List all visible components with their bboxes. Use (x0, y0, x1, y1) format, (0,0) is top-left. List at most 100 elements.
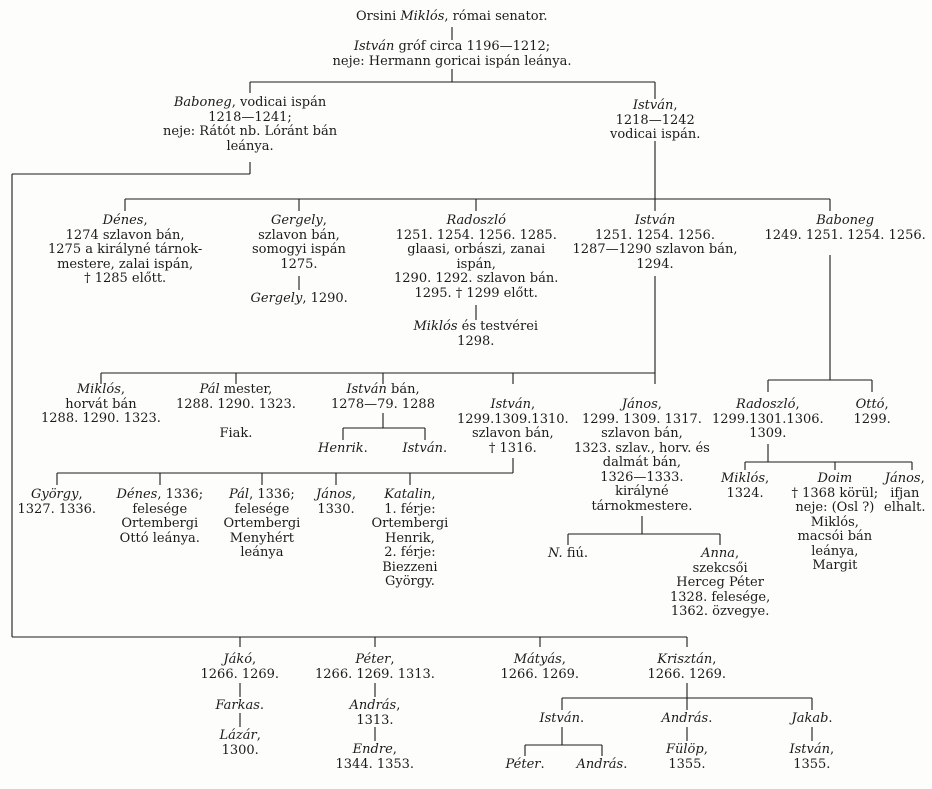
person-line: 1218—1242 (615, 112, 695, 128)
person-line: András. (576, 757, 628, 772)
person-denes-1336: Dénes, 1336; felesége Ortembergi Ottó leány… (116, 487, 204, 546)
person-line: felesége (234, 501, 290, 517)
person-line: Pál, 1336; (229, 487, 295, 502)
person-radoszlo-1299: Radoszló, 1299.1301.1306. 1309. (712, 397, 824, 442)
person-farkas: Farkas. (215, 698, 265, 714)
person-henrik: Henrik. (318, 441, 368, 457)
person-endre: Endre, 1344. 1353. (335, 742, 415, 772)
person-line: 1251. 1254. 1256. 1285. (395, 227, 557, 243)
person-line: János, (621, 397, 662, 412)
person-peter-grandson: Péter. (506, 757, 545, 773)
person-line: ispán, (456, 256, 496, 272)
person-line: Doim (817, 471, 853, 486)
person-andras-krisztan: András. (661, 711, 713, 727)
person-line: 1298. (457, 333, 495, 349)
person-line: Orsini Miklós, római senator. (356, 9, 548, 24)
person-line: † 1368 körül; (791, 485, 879, 501)
person-denes-1274: Dénes, 1274 szlavon bán, 1275 a királyné t… (48, 213, 202, 287)
person-line: Herceg Péter (676, 575, 764, 590)
person-line: 1266. 1269. (500, 666, 580, 682)
person-line: Radoszló (446, 213, 506, 228)
person-line: István, (632, 98, 678, 113)
person-istvan-1251: István 1251. 1254. 1256. 1287—1290 szlavon… (573, 213, 738, 272)
person-line: András. (661, 711, 713, 726)
person-gyorgy-1327: György, 1327. 1336. (17, 487, 97, 517)
person-line: Anna, (701, 546, 740, 561)
person-line: Baboneg (816, 213, 875, 228)
person-line: neje: Rátót nb. Lóránt bán (163, 124, 338, 139)
person-line: macsói bán (797, 529, 873, 544)
person-line: Ortembergi (223, 516, 301, 531)
person-line: 1278—79. 1288 (331, 396, 435, 412)
person-line: János, (884, 471, 925, 486)
person-line: 1266. 1269. (647, 666, 727, 682)
person-line: Mátyás, (513, 652, 566, 667)
person-orsini-miklos: Orsini Miklós, római senator. (356, 9, 548, 25)
person-line: ifjan (890, 485, 920, 501)
person-lazar: Lázár, 1300. (219, 728, 261, 758)
person-janos-ifjan: János, ifjan elhalt. (884, 471, 926, 516)
person-gergely-1275: Gergely, szlavon bán, somogyi ispán 1275. (252, 213, 346, 272)
person-line: Miklós, (721, 471, 770, 486)
person-line: leánya (240, 545, 284, 560)
person-line: Henrik. (318, 441, 368, 456)
person-line: István (634, 213, 676, 228)
person-line: István gróf circa 1196—1212; (353, 39, 551, 54)
person-line: Farkas. (215, 698, 265, 713)
person-line: 1299.1309.1310. (457, 411, 569, 427)
person-line: dalmát bán, (602, 455, 682, 470)
person-line: † 1316. (488, 440, 537, 456)
person-line: 1. férje: (384, 501, 436, 517)
person-istvan-1299: István, 1299.1309.1310. szlavon bán, † 1316… (457, 397, 569, 456)
person-line: királyné (615, 484, 669, 499)
person-istvan-ban-1278: István bán, 1278—79. 1288 (331, 382, 435, 412)
person-line: István. (539, 711, 585, 726)
person-istvan-1355: István, 1355. (790, 742, 835, 772)
person-line: 2. férje: (384, 545, 436, 560)
person-line: Jakab. (791, 711, 833, 726)
person-line: Endre, (352, 742, 397, 757)
person-matyas: Mátyás, 1266. 1269. (500, 652, 580, 682)
person-line: Margit (812, 558, 858, 573)
person-line: István, (490, 397, 536, 412)
person-andras-1313: András, 1313. (350, 698, 401, 728)
person-line: 1330. (317, 501, 355, 517)
person-line: Menyhért (229, 530, 295, 546)
person-line: Lázár, (219, 728, 261, 743)
person-line: Gergely, 1290. (250, 291, 348, 306)
person-miklos-1288: Miklós, horvát bán 1288. 1290. 1323. (41, 382, 161, 427)
person-line: felesége (132, 501, 188, 517)
person-line: Henrik, (385, 530, 435, 546)
person-line: neje: Hermann goricai ispán leánya. (332, 53, 572, 69)
person-istvan-grof: István gróf circa 1196—1212; neje: Herman… (332, 39, 572, 69)
person-line: 1266. 1269. (200, 666, 280, 682)
person-line: Jákó, (223, 652, 257, 667)
person-jako: Jákó, 1266. 1269. (200, 652, 280, 682)
person-pal-mester: Pál mester, 1288. 1290. 1323. Fiak. (176, 382, 296, 441)
person-line: Ottó leánya. (119, 530, 200, 546)
person-line: Baboneg, vodicai ispán (173, 95, 327, 110)
person-line: 1249. 1251. 1254. 1256. (764, 227, 926, 243)
person-line: Pál mester, (199, 382, 273, 397)
person-line: Dénes, 1336; (116, 487, 204, 502)
person-line: 1326—1333. (600, 469, 684, 485)
person-line: 1274 szlavon bán, (65, 227, 185, 243)
person-line: N. fiú. (548, 546, 588, 561)
person-line: 1275. (280, 256, 318, 272)
person-line: † 1285 előtt. (84, 271, 167, 286)
person-line: mestere, zalai ispán, (57, 256, 194, 272)
person-line: 1327. 1336. (17, 501, 97, 517)
person-fulop: Fülöp, 1355. (666, 742, 708, 772)
person-line: Biezzeni (382, 559, 438, 575)
person-n-fiu: N. fiú. (548, 546, 588, 562)
person-line: szlavon bán, (258, 227, 340, 243)
person-line: horvát bán (65, 396, 137, 412)
person-line: 1362. özvegye. (670, 604, 770, 619)
person-line: 1251. 1254. 1256. (595, 227, 715, 243)
person-line: 1344. 1353. (335, 756, 415, 772)
person-line: Miklós és testvérei (413, 319, 539, 334)
person-line: Krisztán, (657, 652, 717, 667)
person-line: Gergely, (270, 213, 327, 228)
